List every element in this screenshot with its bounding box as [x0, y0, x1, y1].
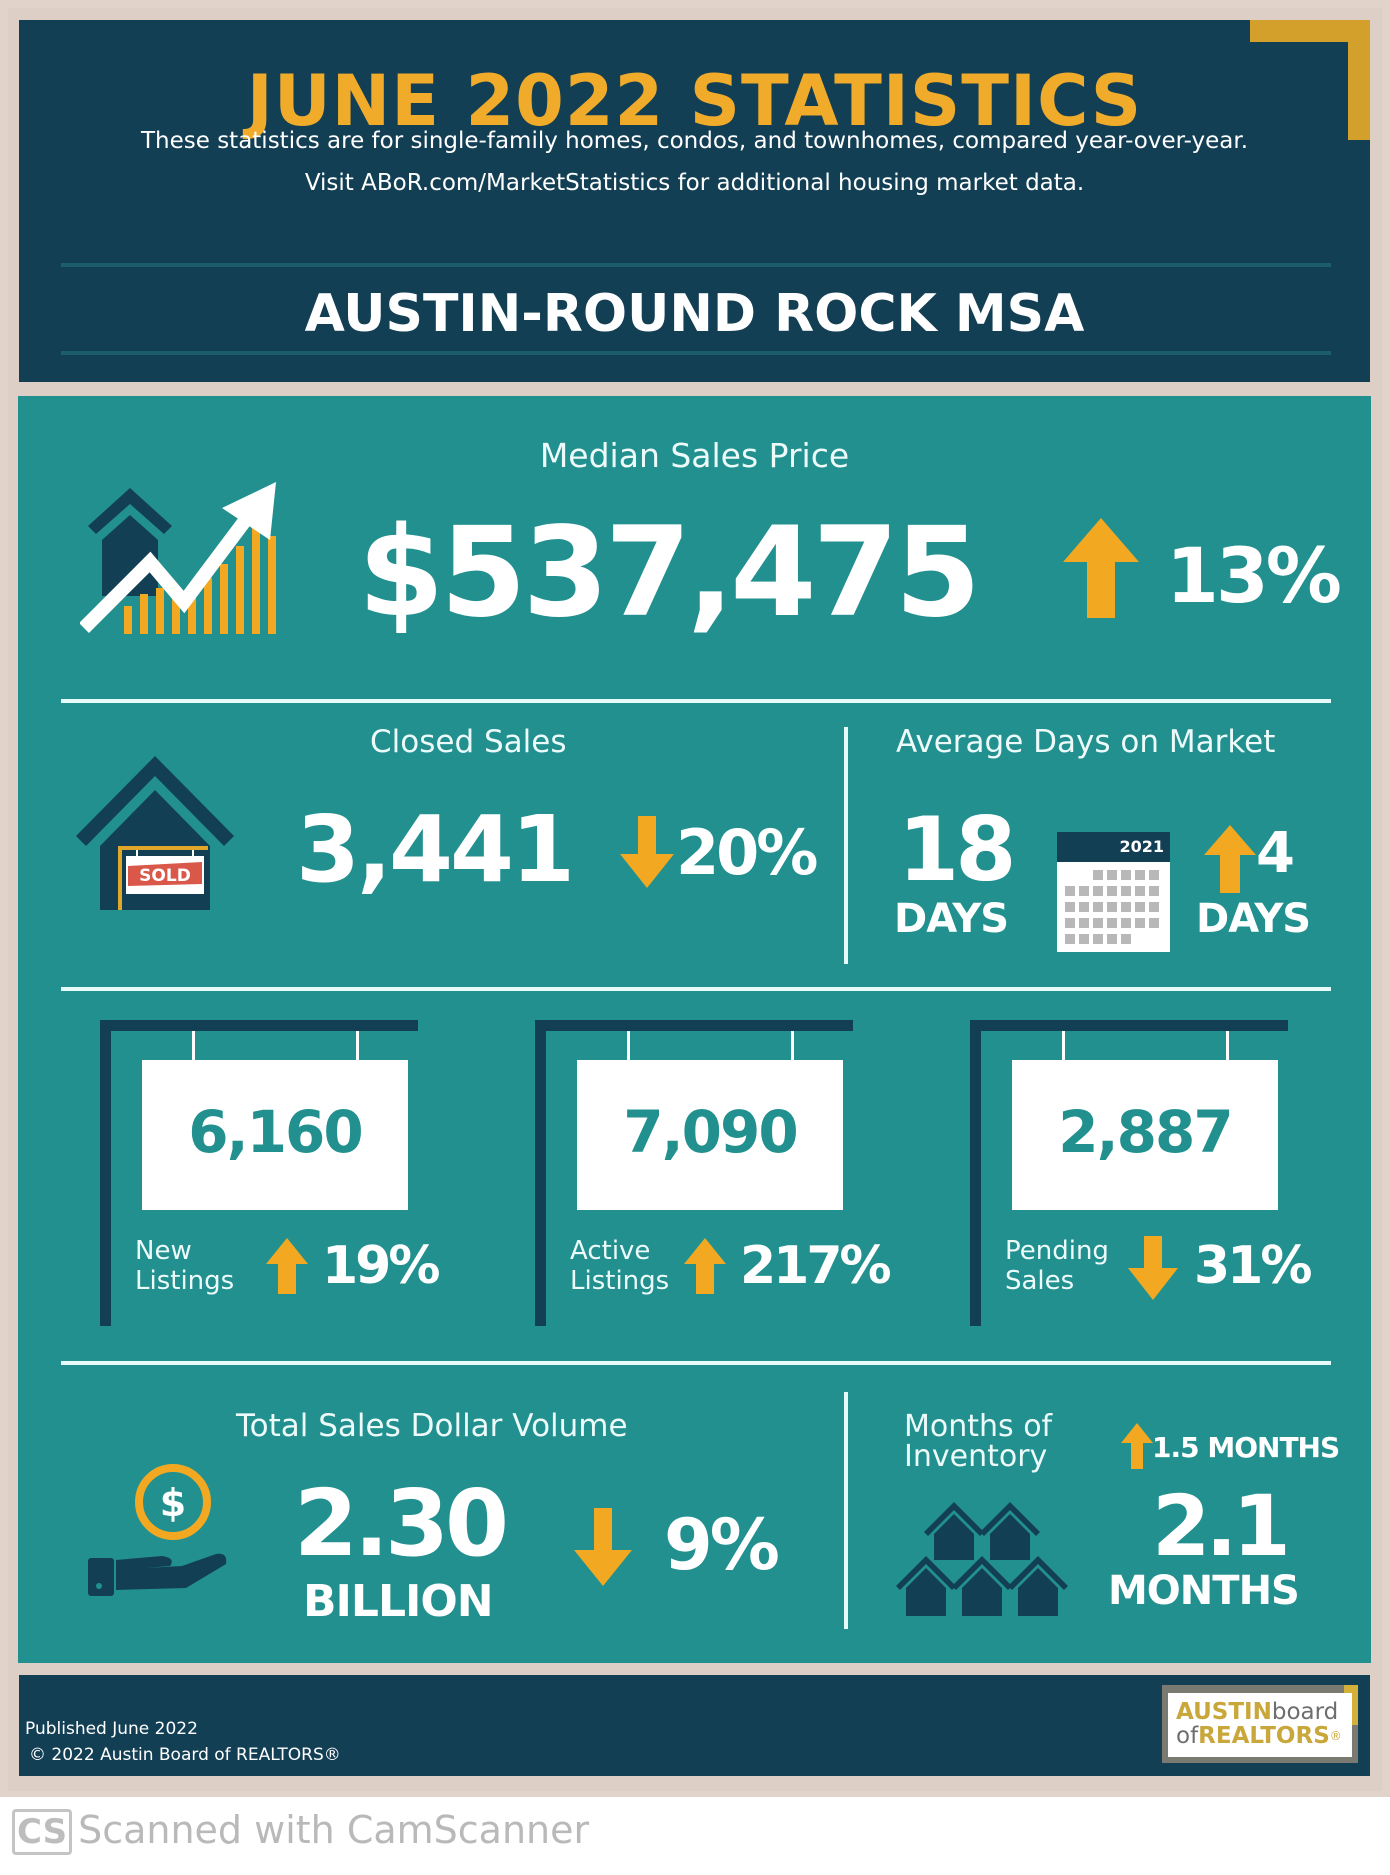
pending-sales-value: 2,887 — [1058, 1098, 1233, 1166]
sales-volume-value: 2.30 — [294, 1470, 509, 1577]
sales-volume-unit: BILLION — [303, 1576, 494, 1627]
header-subtitle-2: Visit ABoR.com/MarketStatistics for addi… — [304, 170, 1085, 196]
new-listings-sign: 6,160 — [142, 1060, 408, 1210]
active-listings-change: 217% — [740, 1236, 892, 1296]
stats-panel: Median Sales Price $537,475 13% Closed S… — [18, 396, 1371, 1663]
arrow-up-icon — [1063, 518, 1139, 618]
arrow-up-icon — [1121, 1423, 1153, 1469]
sales-volume-change: 9% — [664, 1504, 780, 1586]
months-inventory-value: 2.1 — [1152, 1477, 1291, 1575]
camscanner-text: Scanned with CamScanner — [78, 1808, 590, 1852]
svg-text:$: $ — [160, 1481, 186, 1525]
median-price-value: $537,475 — [358, 501, 981, 645]
header-divider-bottom — [61, 351, 1331, 355]
new-listings-value: 6,160 — [188, 1098, 363, 1166]
sign-post — [535, 1020, 546, 1326]
copyright-text: © 2022 Austin Board of REALTORS® — [29, 1745, 341, 1765]
divider-vertical-1 — [844, 727, 848, 964]
houses-icon — [896, 1502, 1068, 1616]
divider-3 — [61, 1361, 1331, 1365]
new-listings-change: 19% — [322, 1236, 440, 1296]
sales-volume-label: Total Sales Dollar Volume — [236, 1408, 628, 1444]
median-price-label: Median Sales Price — [539, 436, 850, 475]
pending-sales-change: 31% — [1194, 1236, 1312, 1296]
sign-post-arm — [535, 1020, 853, 1031]
sign-post — [970, 1020, 981, 1326]
closed-sales-value: 3,441 — [296, 796, 575, 903]
median-price-change: 13% — [1166, 531, 1342, 620]
pending-sales-label: Pending Sales — [1005, 1236, 1109, 1296]
abor-logo: AUSTINboard ofREALTORS® — [1162, 1685, 1358, 1763]
days-on-market-change-unit: DAYS — [1196, 896, 1311, 942]
sold-house-icon: SOLD — [76, 756, 234, 910]
hand-coin-icon: $ — [88, 1464, 227, 1596]
active-listings-label: Active Listings — [570, 1236, 670, 1296]
new-listings-label: New Listings — [135, 1236, 235, 1296]
footer: Published June 2022 © 2022 Austin Board … — [19, 1675, 1370, 1776]
camscanner-badge-icon: CS — [12, 1809, 73, 1855]
arrow-up-icon — [1204, 825, 1256, 893]
days-on-market-change: 4 — [1256, 821, 1295, 886]
header-divider-top — [61, 263, 1331, 267]
divider-1 — [61, 699, 1331, 703]
arrow-up-icon — [266, 1238, 308, 1294]
header-subtitle-1: These statistics are for single-family h… — [140, 128, 1249, 154]
arrow-down-icon — [1128, 1236, 1178, 1300]
svg-text:SOLD: SOLD — [139, 866, 191, 886]
published-text: Published June 2022 — [25, 1719, 198, 1739]
days-on-market-unit: DAYS — [894, 896, 1009, 942]
corner-accent — [1250, 20, 1370, 140]
closed-sales-change: 20% — [676, 816, 818, 889]
days-on-market-label: Average Days on Market — [896, 724, 1276, 760]
divider-vertical-2 — [844, 1392, 848, 1629]
sign-post-arm — [100, 1020, 418, 1031]
active-listings-value: 7,090 — [623, 1098, 798, 1166]
divider-2 — [61, 987, 1331, 991]
pending-sales-sign: 2,887 — [1012, 1060, 1278, 1210]
calendar-icon: 2021 — [1057, 832, 1170, 952]
arrow-down-icon — [620, 816, 674, 888]
house-rising-chart-icon — [80, 482, 276, 634]
region-title: AUSTIN-ROUND ROCK MSA — [304, 284, 1085, 344]
months-inventory-change: 1.5 MONTHS — [1152, 1431, 1340, 1464]
camscanner-watermark: CS Scanned with CamScanner — [12, 1808, 589, 1855]
arrow-down-icon — [574, 1508, 632, 1586]
sign-post — [100, 1020, 111, 1326]
months-inventory-label: Months of Inventory — [904, 1409, 1053, 1474]
active-listings-sign: 7,090 — [577, 1060, 843, 1210]
page-title: JUNE 2022 STATISTICS — [246, 60, 1143, 142]
closed-sales-label: Closed Sales — [370, 724, 567, 760]
header-panel: JUNE 2022 STATISTICS These statistics ar… — [19, 20, 1370, 382]
months-inventory-unit: MONTHS — [1108, 1568, 1300, 1614]
arrow-up-icon — [684, 1238, 726, 1294]
days-on-market-value: 18 — [898, 798, 1016, 901]
sign-post-arm — [970, 1020, 1288, 1031]
